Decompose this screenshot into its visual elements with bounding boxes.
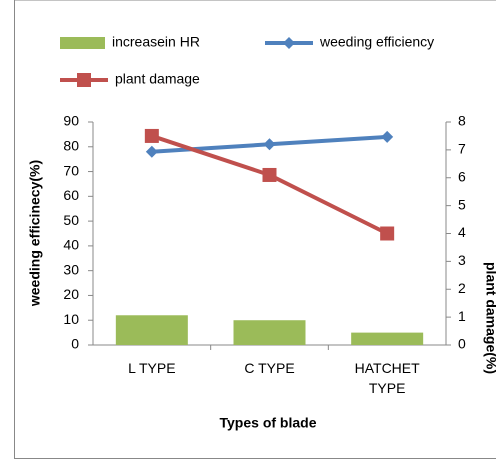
y-tick-label: 70 <box>63 162 79 178</box>
x-tick-label: HATCHET TYPE <box>354 360 420 396</box>
y-tick-label: 90 <box>63 113 79 129</box>
x-tick-label: C TYPE <box>244 360 295 376</box>
y2-tick-label: 5 <box>458 196 466 212</box>
y-tick-label: 80 <box>63 137 79 153</box>
legend-marker <box>77 73 91 87</box>
y2-tick-label: 3 <box>458 252 466 268</box>
y-tick-label: 60 <box>63 187 79 203</box>
bar <box>351 332 424 345</box>
y-tick-label: 20 <box>63 286 79 302</box>
y2-tick-label: 7 <box>458 141 466 157</box>
y2-tick-label: 6 <box>458 168 466 184</box>
frame <box>14 0 496 459</box>
line-marker <box>380 226 395 241</box>
line-marker <box>263 138 276 151</box>
y2-tick-label: 0 <box>458 336 466 352</box>
line-marker <box>262 167 277 182</box>
line-marker <box>381 130 394 143</box>
x-tick-label: L TYPE <box>128 360 176 376</box>
y2-tick-label: 2 <box>458 280 466 296</box>
x-axis-title: Types of blade <box>220 415 317 431</box>
y-tick-label: 0 <box>71 336 79 352</box>
line-marker <box>144 128 159 143</box>
y2-tick-label: 8 <box>458 113 466 129</box>
y-tick-label: 40 <box>63 237 79 253</box>
legend-marker <box>283 37 295 49</box>
y2-tick-label: 1 <box>458 308 466 324</box>
legend-swatch <box>60 37 105 49</box>
y2-axis-title: plant damage(%) <box>483 262 496 374</box>
line-marker <box>145 145 158 158</box>
legend-label: plant damage <box>115 71 200 87</box>
bar <box>115 315 188 345</box>
y-tick-label: 50 <box>63 212 79 228</box>
bar <box>233 320 306 345</box>
legend-label: increasein HR <box>112 34 200 50</box>
y-axis-title: weeding efficinecy(%) <box>27 160 43 307</box>
y-tick-label: 10 <box>63 311 79 327</box>
legend-label: weeding efficiency <box>319 34 434 50</box>
y-tick-label: 30 <box>63 261 79 277</box>
y2-tick-label: 4 <box>458 224 466 240</box>
